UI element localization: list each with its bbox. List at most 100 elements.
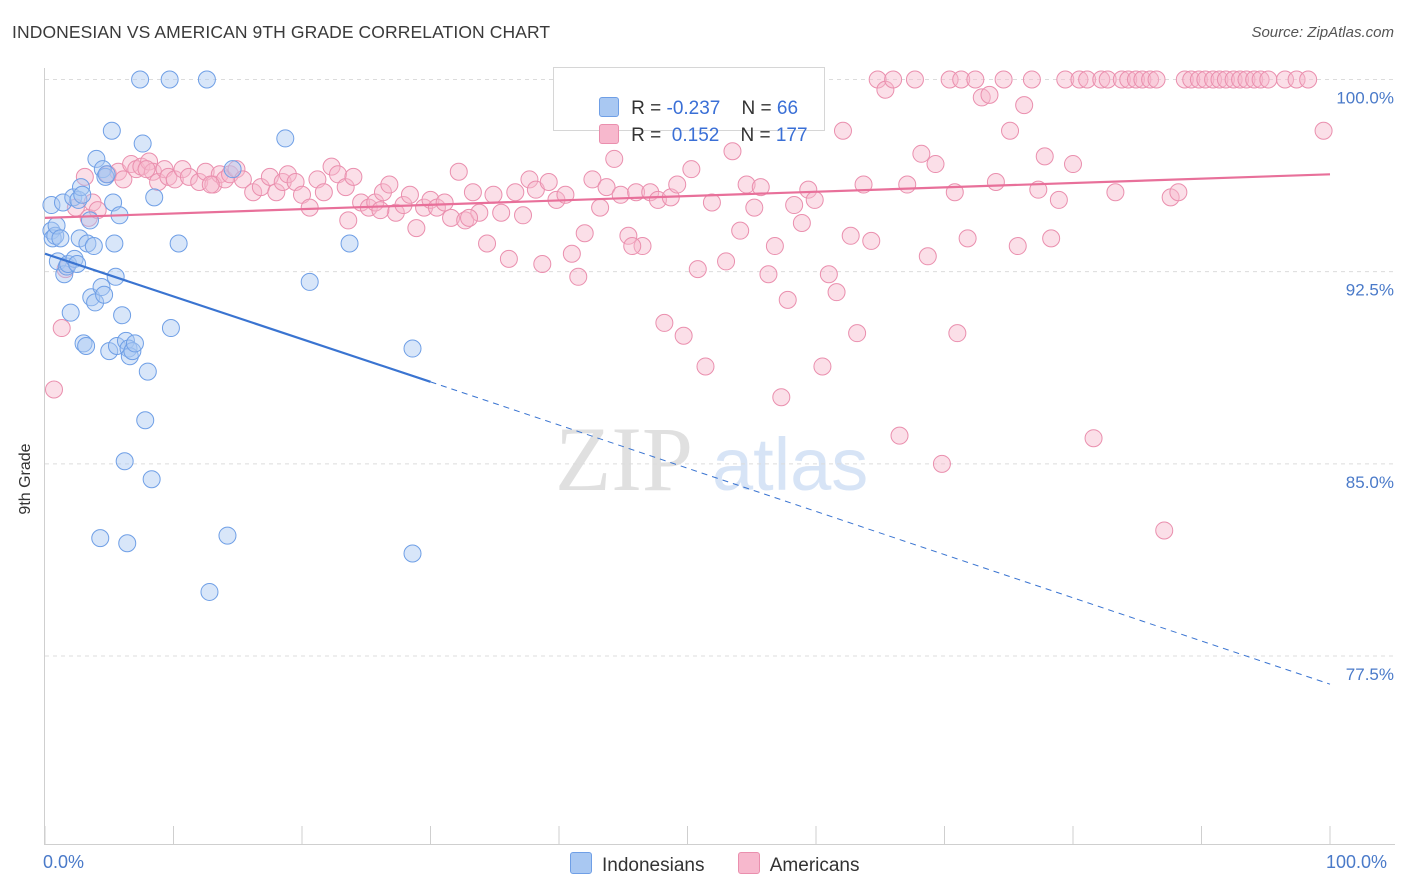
data-point	[84, 237, 103, 256]
data-point	[314, 183, 333, 202]
data-point	[1015, 96, 1034, 115]
data-point	[75, 167, 94, 186]
data-point	[86, 293, 105, 312]
data-point	[95, 285, 114, 304]
data-point	[53, 193, 72, 212]
data-point	[833, 121, 852, 140]
data-point	[682, 160, 701, 179]
data-point	[340, 234, 359, 253]
data-point	[994, 70, 1013, 89]
legend-label-indonesians: Indonesians	[602, 855, 705, 876]
data-point	[688, 260, 707, 279]
watermark-atlas: atlas	[712, 423, 868, 506]
data-point	[792, 213, 811, 232]
indonesians-points	[42, 70, 422, 601]
data-point	[533, 254, 552, 273]
data-point	[932, 454, 951, 473]
data-point	[161, 319, 180, 338]
data-point	[138, 362, 157, 381]
data-point	[499, 249, 518, 268]
data-point	[854, 175, 873, 194]
data-point	[619, 226, 638, 245]
y-tick-label: 92.5%	[1346, 281, 1394, 300]
watermark-zip: ZIP	[555, 408, 693, 510]
data-point	[165, 170, 184, 189]
data-point	[215, 170, 234, 189]
data-point	[696, 357, 715, 376]
data-point	[44, 380, 63, 399]
data-point	[655, 313, 674, 332]
data-point	[118, 534, 137, 553]
data-point	[575, 224, 594, 243]
data-point	[1141, 70, 1160, 89]
data-point	[1224, 70, 1243, 89]
data-point	[1251, 70, 1270, 89]
y-tick-label: 100.0%	[1336, 89, 1394, 108]
data-point	[102, 121, 121, 140]
legend-label-americans: Americans	[769, 855, 860, 876]
legend-item-indonesians: Indonesians	[570, 852, 705, 876]
data-point	[1245, 70, 1264, 89]
data-point	[1314, 121, 1333, 140]
y-tick-label: 77.5%	[1346, 665, 1394, 684]
legend-n-label: N =	[740, 125, 776, 146]
data-point	[1237, 70, 1256, 89]
legend-r-label: R =	[631, 98, 667, 119]
data-point	[200, 582, 219, 601]
data-point	[597, 178, 616, 197]
data-point	[1042, 229, 1061, 248]
data-point	[633, 237, 652, 256]
data-point	[1001, 121, 1020, 140]
data-point	[1133, 70, 1152, 89]
data-point	[1126, 70, 1145, 89]
data-point	[605, 149, 624, 168]
data-point	[765, 237, 784, 256]
data-point	[569, 267, 588, 286]
data-point	[785, 196, 804, 215]
data-point	[1035, 147, 1054, 166]
data-point	[137, 160, 156, 179]
data-point	[868, 70, 887, 89]
data-point	[890, 426, 909, 445]
trend-lines	[44, 173, 1331, 685]
data-point	[484, 185, 503, 204]
data-point	[400, 185, 419, 204]
data-point	[827, 283, 846, 302]
data-point	[73, 185, 92, 204]
data-point	[1210, 70, 1229, 89]
data-point	[848, 324, 867, 343]
indonesians-swatch	[599, 97, 620, 117]
data-point	[772, 388, 791, 407]
data-point	[1231, 70, 1250, 89]
legend-row-americans: R = 0.152 N = 177	[578, 102, 808, 146]
x-tick-min: 0.0%	[43, 852, 85, 872]
data-point	[77, 336, 96, 355]
data-point	[51, 229, 70, 248]
data-point	[276, 129, 295, 148]
data-point	[97, 165, 116, 184]
data-point	[1147, 70, 1166, 89]
data-point	[623, 237, 642, 256]
data-point	[1119, 70, 1138, 89]
data-point	[173, 160, 192, 179]
data-point	[702, 193, 721, 212]
data-point	[386, 203, 405, 222]
data-point	[403, 339, 422, 358]
y-tick-label: 85.0%	[1346, 473, 1394, 492]
data-point	[407, 219, 426, 238]
series-legend: Indonesians Americans	[570, 852, 888, 877]
stats-legend: R = -0.237 N = 66 R = 0.152 N = 177	[553, 67, 825, 146]
data-point	[1064, 155, 1082, 174]
data-point	[190, 172, 209, 191]
data-point	[71, 178, 90, 197]
data-point	[197, 70, 216, 89]
data-point	[478, 234, 497, 253]
americans-points	[44, 70, 1333, 540]
data-point	[539, 172, 558, 191]
indonesians-trend-line	[44, 252, 431, 383]
data-point	[1196, 70, 1215, 89]
data-point	[1098, 70, 1117, 89]
data-point	[583, 170, 602, 189]
data-point	[442, 208, 461, 227]
